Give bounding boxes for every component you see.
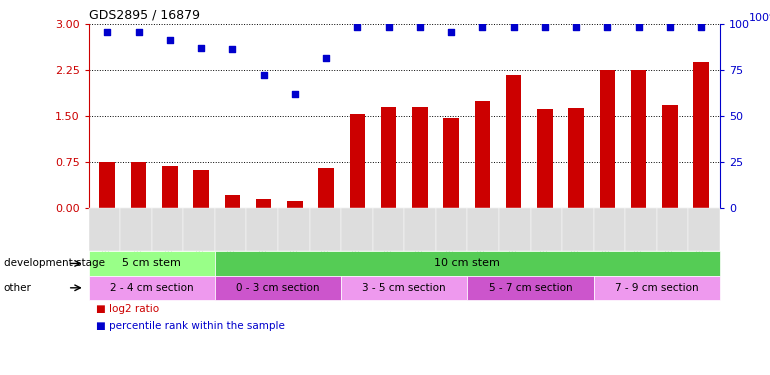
Point	[320, 55, 333, 61]
Bar	[537, 109, 553, 208]
Bar	[162, 166, 178, 208]
Point	[476, 24, 488, 30]
Bar	[631, 70, 647, 208]
Point	[383, 24, 395, 30]
Text: 3 - 5 cm section: 3 - 5 cm section	[363, 283, 446, 293]
Bar	[225, 195, 240, 208]
Bar	[131, 162, 146, 208]
Bar	[444, 118, 459, 208]
Point	[351, 24, 363, 30]
Bar	[381, 107, 397, 208]
Text: ■ percentile rank within the sample: ■ percentile rank within the sample	[96, 321, 285, 331]
Text: GDS2895 / 16879: GDS2895 / 16879	[89, 9, 199, 22]
Text: 5 - 7 cm section: 5 - 7 cm section	[489, 283, 572, 293]
Point	[601, 24, 614, 30]
Bar	[693, 62, 709, 208]
Bar	[662, 105, 678, 208]
Point	[101, 29, 113, 35]
Bar	[568, 108, 584, 208]
Text: 100%: 100%	[748, 12, 770, 22]
Point	[195, 45, 207, 51]
Text: 2 - 4 cm section: 2 - 4 cm section	[110, 283, 193, 293]
Bar	[350, 114, 365, 208]
Point	[632, 24, 644, 30]
Point	[445, 29, 457, 35]
Bar	[474, 101, 490, 208]
Point	[132, 29, 145, 35]
Bar	[318, 168, 334, 208]
Text: 5 cm stem: 5 cm stem	[122, 258, 181, 268]
Point	[289, 91, 301, 97]
Bar	[287, 201, 303, 208]
Bar	[99, 162, 116, 208]
Bar	[193, 170, 209, 208]
Point	[507, 24, 520, 30]
Text: other: other	[4, 283, 32, 293]
Bar	[506, 75, 521, 208]
Point	[570, 24, 582, 30]
Point	[257, 72, 270, 78]
Point	[226, 46, 239, 52]
Point	[539, 24, 551, 30]
Text: 10 cm stem: 10 cm stem	[434, 258, 500, 268]
Text: ■ log2 ratio: ■ log2 ratio	[96, 304, 159, 314]
Bar	[600, 70, 615, 208]
Bar	[256, 199, 271, 208]
Bar	[412, 107, 427, 208]
Point	[413, 24, 426, 30]
Text: 0 - 3 cm section: 0 - 3 cm section	[236, 283, 320, 293]
Point	[664, 24, 676, 30]
Text: 7 - 9 cm section: 7 - 9 cm section	[615, 283, 698, 293]
Point	[695, 24, 708, 30]
Point	[164, 37, 176, 43]
Text: development stage: development stage	[4, 258, 105, 268]
